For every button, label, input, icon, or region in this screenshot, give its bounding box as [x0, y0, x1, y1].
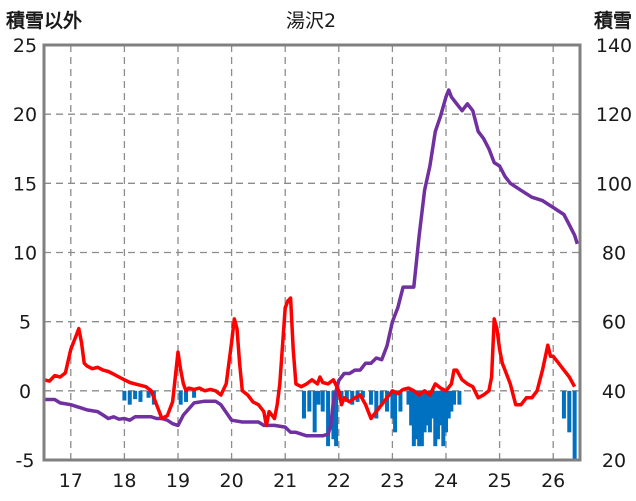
snow-change-bar — [133, 390, 138, 400]
snow-change-bar — [316, 390, 321, 405]
snow-change-bar — [567, 390, 572, 433]
left-axis-label: 積雪以外 — [6, 9, 82, 32]
snow-change-bar — [438, 390, 443, 426]
x-tick-label: 24 — [434, 470, 458, 492]
left-tick-label: 10 — [13, 243, 37, 265]
snow-change-bar — [419, 390, 424, 447]
snow-change-bar — [138, 390, 143, 402]
snow-change-bar — [184, 390, 189, 402]
x-tick-label: 17 — [59, 470, 83, 492]
x-tick-label: 22 — [327, 470, 351, 492]
x-tick-label: 25 — [488, 470, 512, 492]
snow-change-bar — [368, 390, 373, 405]
snow-change-bar — [417, 390, 422, 447]
snow-change-bar — [561, 390, 566, 419]
x-tick-label: 19 — [166, 470, 190, 492]
snow-change-bar — [379, 390, 384, 405]
snow-change-bar — [406, 390, 411, 405]
snow-change-bar — [449, 390, 454, 412]
x-tick-label: 23 — [380, 470, 404, 492]
left-tick-label: 25 — [13, 35, 37, 57]
left-tick-label: 15 — [13, 173, 37, 195]
snow-change-bar — [572, 390, 577, 460]
snow-change-bar — [192, 390, 197, 398]
snow-change-bar — [427, 390, 432, 433]
snow-change-bar — [409, 390, 414, 426]
left-tick-label: 0 — [19, 381, 31, 403]
right-tick-label: 80 — [602, 243, 626, 265]
chart-title: 湯沢2 — [286, 10, 336, 32]
snow-change-bar — [344, 390, 349, 402]
snow-change-bar — [146, 390, 151, 398]
snow-change-bar — [393, 390, 398, 433]
snow-change-bar — [414, 390, 419, 440]
snow-change-bar — [178, 390, 183, 405]
snow-change-bar — [446, 390, 451, 419]
snow-change-bar — [422, 390, 427, 433]
right-tick-label: 40 — [602, 381, 626, 403]
snow-change-bar — [411, 390, 416, 447]
right-tick-label: 60 — [602, 312, 626, 334]
right-tick-label: 120 — [596, 104, 632, 126]
snow-change-bar — [425, 390, 430, 426]
right-tick-label: 140 — [596, 35, 632, 57]
snow-change-bar — [301, 390, 306, 419]
snow-change-bar — [398, 390, 403, 412]
snow-change-bar — [374, 390, 379, 419]
x-tick-label: 21 — [273, 470, 297, 492]
x-tick-label: 18 — [112, 470, 136, 492]
snow-change-bar — [360, 390, 365, 398]
plot-frame — [42, 43, 582, 462]
snow-change-bar — [430, 390, 435, 419]
snow-depth-line — [44, 88, 579, 438]
snow-change-bar — [433, 390, 438, 447]
snow-change-bar — [320, 390, 325, 412]
right-axis-label: 積雪 — [594, 9, 632, 32]
right-tick-label: 20 — [602, 450, 626, 472]
snow-change-bar — [390, 390, 395, 419]
snow-change-bar — [334, 390, 339, 447]
left-tick-label: 20 — [13, 104, 37, 126]
snow-change-bar — [312, 390, 317, 433]
temperature-line — [43, 296, 577, 428]
x-tick-label: 20 — [220, 470, 244, 492]
snow-change-bar — [441, 390, 446, 447]
snow-change-bar — [385, 390, 390, 412]
snow-change-bar — [457, 390, 462, 405]
snow-change-bar — [307, 390, 312, 412]
snow-change-bar — [339, 390, 344, 398]
x-tick-label: 26 — [541, 470, 565, 492]
snow-change-bar — [452, 390, 457, 405]
left-tick-label: -5 — [16, 450, 35, 472]
snow-change-bar — [127, 390, 132, 405]
snow-change-bar — [435, 390, 440, 440]
right-tick-label: 100 — [596, 173, 632, 195]
snow-change-bar — [122, 390, 127, 401]
tick-labels: -5 0 5 10 15 20 25 20 40 60 80 100 120 140 17 18 19 20 21 2… — [13, 35, 632, 492]
snow-change-bar — [444, 390, 448, 433]
snow-change-bar — [326, 390, 331, 447]
grid-lines — [44, 45, 580, 460]
left-tick-label: 5 — [19, 312, 31, 334]
